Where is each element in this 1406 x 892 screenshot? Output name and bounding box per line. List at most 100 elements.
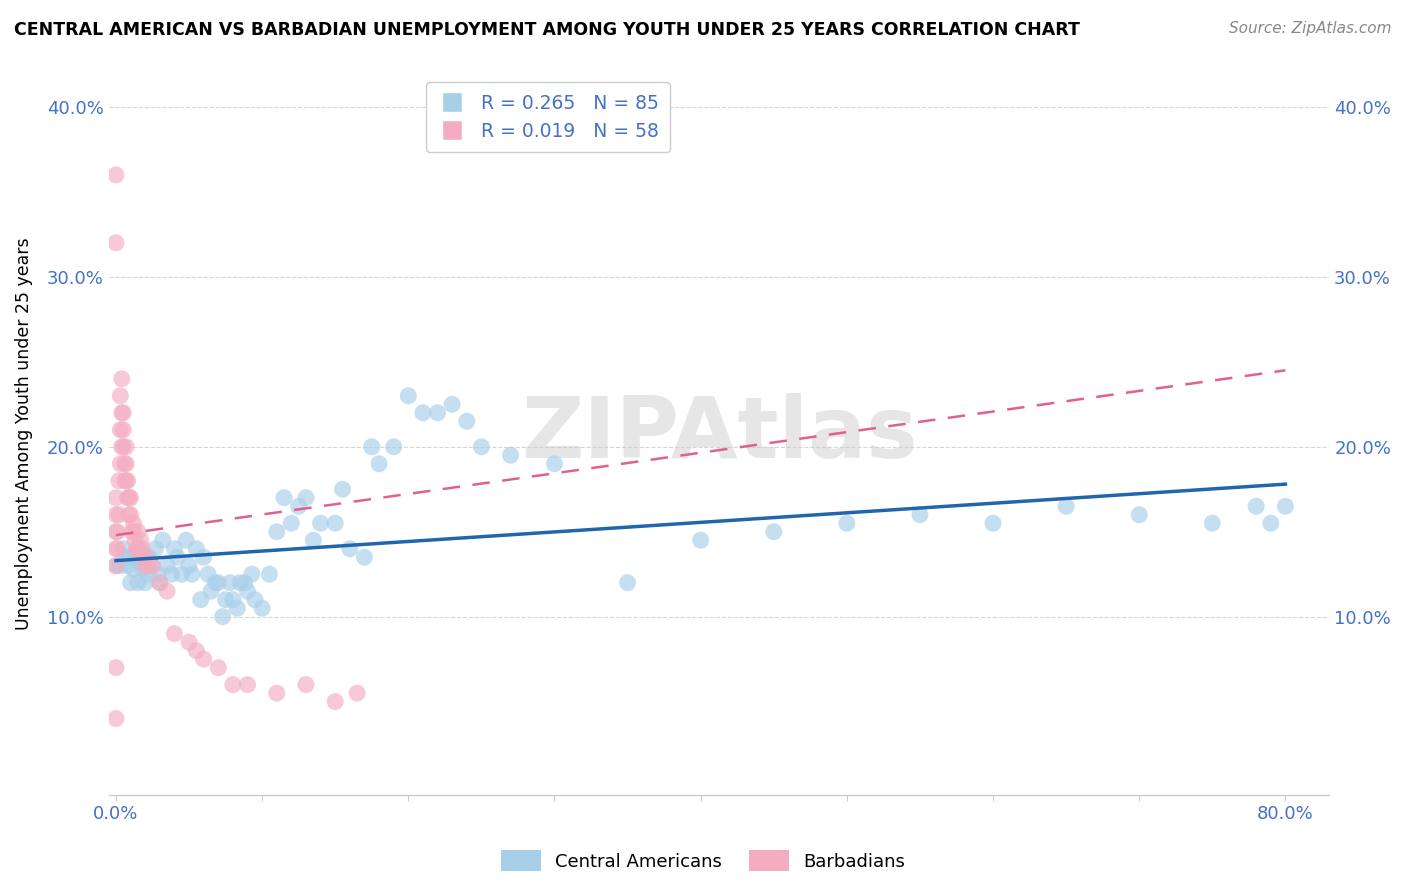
- Point: [835, 516, 858, 531]
- Point: [127, 575, 149, 590]
- Point: [156, 584, 179, 599]
- Point: [104, 524, 127, 539]
- Point: [193, 550, 215, 565]
- Point: [181, 567, 204, 582]
- Point: [127, 541, 149, 556]
- Point: [104, 168, 127, 182]
- Point: [105, 524, 128, 539]
- Text: Source: ZipAtlas.com: Source: ZipAtlas.com: [1229, 21, 1392, 36]
- Point: [280, 516, 302, 531]
- Point: [689, 533, 711, 548]
- Point: [112, 440, 135, 454]
- Point: [226, 601, 249, 615]
- Point: [177, 635, 200, 649]
- Point: [302, 533, 325, 548]
- Point: [115, 440, 138, 454]
- Point: [229, 575, 252, 590]
- Point: [1274, 500, 1296, 514]
- Point: [111, 406, 134, 420]
- Point: [115, 457, 138, 471]
- Point: [412, 406, 434, 420]
- Point: [124, 550, 146, 565]
- Point: [219, 575, 242, 590]
- Point: [148, 567, 170, 582]
- Point: [104, 541, 127, 556]
- Point: [295, 678, 318, 692]
- Point: [163, 541, 186, 556]
- Text: CENTRAL AMERICAN VS BARBADIAN UNEMPLOYMENT AMONG YOUTH UNDER 25 YEARS CORRELATIO: CENTRAL AMERICAN VS BARBADIAN UNEMPLOYME…: [14, 21, 1080, 38]
- Point: [132, 550, 155, 565]
- Point: [104, 660, 127, 674]
- Point: [240, 567, 263, 582]
- Point: [396, 389, 419, 403]
- Point: [193, 652, 215, 666]
- Point: [131, 541, 153, 556]
- Point: [141, 558, 163, 573]
- Point: [149, 575, 172, 590]
- Point: [156, 558, 179, 573]
- Point: [127, 541, 149, 556]
- Point: [110, 423, 132, 437]
- Point: [456, 414, 478, 428]
- Point: [110, 389, 132, 403]
- Point: [112, 541, 135, 556]
- Point: [152, 533, 174, 548]
- Point: [104, 491, 127, 505]
- Point: [295, 491, 318, 505]
- Point: [134, 575, 156, 590]
- Point: [108, 474, 131, 488]
- Point: [1201, 516, 1223, 531]
- Point: [214, 592, 236, 607]
- Point: [266, 524, 288, 539]
- Point: [108, 508, 131, 522]
- Point: [117, 491, 139, 505]
- Point: [426, 406, 449, 420]
- Point: [190, 592, 212, 607]
- Point: [616, 575, 638, 590]
- Point: [186, 643, 208, 657]
- Point: [368, 457, 391, 471]
- Point: [470, 440, 492, 454]
- Point: [1260, 516, 1282, 531]
- Point: [121, 524, 143, 539]
- Point: [163, 626, 186, 640]
- Point: [104, 558, 127, 573]
- Point: [111, 440, 134, 454]
- Point: [1244, 500, 1267, 514]
- Point: [120, 508, 142, 522]
- Point: [122, 562, 145, 576]
- Point: [112, 406, 135, 420]
- Point: [135, 550, 157, 565]
- Point: [1128, 508, 1150, 522]
- Point: [259, 567, 281, 582]
- Point: [323, 695, 346, 709]
- Point: [136, 567, 159, 582]
- Text: ZIPAtlas: ZIPAtlas: [520, 392, 917, 475]
- Point: [382, 440, 405, 454]
- Point: [104, 235, 127, 250]
- Point: [128, 541, 150, 556]
- Point: [211, 609, 233, 624]
- Point: [360, 440, 382, 454]
- Point: [124, 533, 146, 548]
- Point: [908, 508, 931, 522]
- Point: [1054, 500, 1077, 514]
- Point: [499, 448, 522, 462]
- Point: [129, 533, 152, 548]
- Point: [207, 575, 229, 590]
- Point: [138, 550, 160, 565]
- Point: [323, 516, 346, 531]
- Point: [250, 601, 273, 615]
- Point: [170, 567, 193, 582]
- Point: [131, 562, 153, 576]
- Point: [981, 516, 1004, 531]
- Point: [222, 592, 245, 607]
- Point: [115, 474, 138, 488]
- Y-axis label: Unemployment Among Youth under 25 years: Unemployment Among Youth under 25 years: [15, 237, 32, 631]
- Point: [287, 500, 309, 514]
- Point: [111, 372, 134, 386]
- Point: [118, 491, 141, 505]
- Point: [197, 567, 219, 582]
- Point: [233, 575, 256, 590]
- Point: [134, 558, 156, 573]
